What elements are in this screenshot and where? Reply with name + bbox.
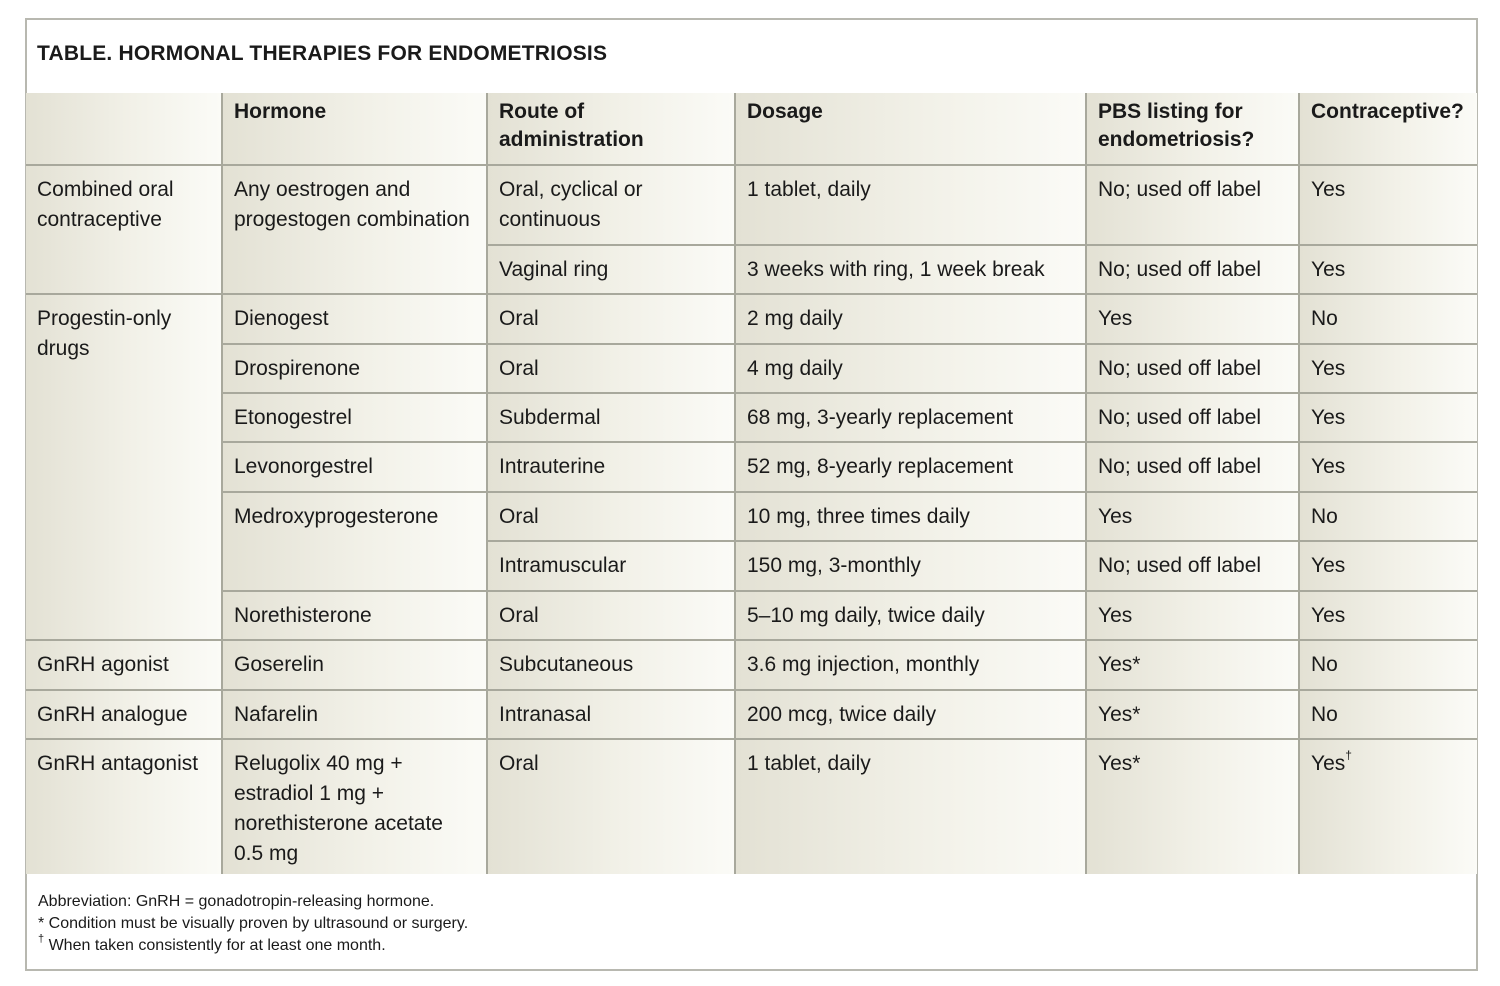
header-contraceptive: Contraceptive? — [1298, 93, 1477, 166]
footnote-dagger: † When taken consistently for at least o… — [38, 932, 468, 957]
cell-contraceptive: No — [1298, 491, 1477, 542]
cell-category: GnRH analogue — [26, 689, 223, 740]
cell-hormone: Nafarelin — [221, 689, 488, 740]
table-row: Levonorgestrel Intrauterine 52 mg, 8-yea… — [26, 441, 1477, 493]
cell-pbs: No; used off label — [1085, 540, 1300, 592]
cell-pbs: Yes* — [1085, 639, 1300, 691]
footnote-abbreviation: Abbreviation: GnRH = gonadotropin-releas… — [38, 893, 435, 910]
header-pbs: PBS listing for endometriosis? — [1085, 93, 1300, 166]
cell-hormone: Relugolix 40 mg + estradiol 1 mg + noret… — [221, 738, 488, 874]
table-row: Medroxyprogesterone Oral 10 mg, three ti… — [26, 491, 1477, 592]
cell-dosage: 10 mg, three times daily — [734, 491, 1087, 542]
hormonal-therapies-table: Hormone Route of administration Dosage P… — [26, 93, 1477, 874]
contraceptive-value: Yes — [1311, 752, 1346, 775]
dagger-mark: † — [1345, 748, 1352, 762]
cell-dosage: 1 tablet, daily — [734, 164, 1087, 246]
table-row: GnRH analogue Nafarelin Intranasal 200 m… — [26, 689, 1477, 740]
cell-route: Vaginal ring — [486, 244, 736, 295]
cell-dosage: 2 mg daily — [734, 293, 1087, 345]
cell-pbs: Yes — [1085, 590, 1300, 641]
cell-dosage: 3 weeks with ring, 1 week break — [734, 244, 1087, 295]
cell-route: Intranasal — [486, 689, 736, 740]
table-row: GnRH agonist Goserelin Subcutaneous 3.6 … — [26, 639, 1477, 691]
table-header-row: Hormone Route of administration Dosage P… — [26, 93, 1477, 166]
cell-category: GnRH agonist — [26, 639, 223, 691]
cell-contraceptive: Yes — [1298, 441, 1477, 493]
cell-category: Combined oral contraceptive — [26, 164, 223, 295]
cell-pbs: No; used off label — [1085, 244, 1300, 295]
cell-route: Subdermal — [486, 392, 736, 443]
cell-contraceptive: No — [1298, 639, 1477, 691]
cell-contraceptive: Yes — [1298, 244, 1477, 295]
cell-hormone: Any oestrogen and progestogen combinatio… — [221, 164, 488, 295]
cell-pbs: No; used off label — [1085, 164, 1300, 246]
footnote-asterisk: * Condition must be visually proven by u… — [38, 915, 469, 932]
cell-dosage: 3.6 mg injection, monthly — [734, 639, 1087, 691]
cell-hormone: Etonogestrel — [221, 392, 488, 443]
footnote-dagger-text: When taken consistently for at least one… — [44, 937, 386, 954]
cell-hormone: Levonorgestrel — [221, 441, 488, 493]
table-row: Vaginal ring 3 weeks with ring, 1 week b… — [26, 244, 1477, 295]
cell-contraceptive: Yes† — [1298, 738, 1477, 874]
cell-pbs: Yes — [1085, 293, 1300, 345]
cell-dosage: 200 mcg, twice daily — [734, 689, 1087, 740]
cell-hormone: Drospirenone — [221, 343, 488, 394]
footnote-dagger-mark: † — [38, 932, 45, 945]
table-row: Norethisterone Oral 5–10 mg daily, twice… — [26, 590, 1477, 641]
cell-dosage: 4 mg daily — [734, 343, 1087, 394]
header-dosage: Dosage — [734, 93, 1087, 166]
cell-route: Oral, cyclical or continuous — [486, 164, 736, 246]
cell-hormone: Medroxyprogesterone — [221, 491, 488, 592]
table-row: GnRH antagonist Relugolix 40 mg + estrad… — [26, 738, 1477, 874]
table-row: Drospirenone Oral 4 mg daily No; used of… — [26, 343, 1477, 394]
cell-dosage: 5–10 mg daily, twice daily — [734, 590, 1087, 641]
cell-route: Oral — [486, 343, 736, 394]
table-row: Combined oral contraceptive Any oestroge… — [26, 164, 1477, 295]
cell-contraceptive: Yes — [1298, 392, 1477, 443]
cell-route: Subcutaneous — [486, 639, 736, 691]
title-bar: TABLE. HORMONAL THERAPIES FOR ENDOMETRIO… — [25, 18, 1478, 86]
cell-contraceptive: No — [1298, 293, 1477, 345]
cell-contraceptive: No — [1298, 689, 1477, 740]
cell-pbs: Yes* — [1085, 738, 1300, 874]
cell-dosage: 1 tablet, daily — [734, 738, 1087, 874]
cell-dosage: 52 mg, 8-yearly replacement — [734, 441, 1087, 493]
cell-pbs: Yes* — [1085, 689, 1300, 740]
table-row: Intramuscular 150 mg, 3-monthly No; used… — [26, 540, 1477, 592]
cell-route: Oral — [486, 590, 736, 641]
cell-hormone: Goserelin — [221, 639, 488, 691]
footnotes: Abbreviation: GnRH = gonadotropin-releas… — [38, 891, 468, 957]
cell-route: Intramuscular — [486, 540, 736, 592]
cell-dosage: 68 mg, 3-yearly replacement — [734, 392, 1087, 443]
cell-pbs: No; used off label — [1085, 392, 1300, 443]
cell-contraceptive: Yes — [1298, 590, 1477, 641]
header-hormone: Hormone — [221, 93, 488, 166]
cell-category: GnRH antagonist — [26, 738, 223, 874]
cell-hormone: Dienogest — [221, 293, 488, 345]
header-route: Route of administration — [486, 93, 736, 166]
cell-pbs: No; used off label — [1085, 343, 1300, 394]
table-row: Etonogestrel Subdermal 68 mg, 3-yearly r… — [26, 392, 1477, 443]
header-category — [26, 93, 223, 166]
cell-route: Oral — [486, 491, 736, 542]
cell-contraceptive: Yes — [1298, 540, 1477, 592]
page-title: TABLE. HORMONAL THERAPIES FOR ENDOMETRIO… — [37, 42, 608, 65]
cell-contraceptive: Yes — [1298, 343, 1477, 394]
cell-route: Oral — [486, 738, 736, 874]
cell-dosage: 150 mg, 3-monthly — [734, 540, 1087, 592]
cell-pbs: Yes — [1085, 491, 1300, 542]
cell-route: Oral — [486, 293, 736, 345]
table-row: Progestin-only drugs Dienogest Oral 2 mg… — [26, 293, 1477, 641]
cell-hormone: Norethisterone — [221, 590, 488, 641]
cell-pbs: No; used off label — [1085, 441, 1300, 493]
cell-route: Intrauterine — [486, 441, 736, 493]
cell-category: Progestin-only drugs — [26, 293, 223, 641]
cell-contraceptive: Yes — [1298, 164, 1477, 246]
